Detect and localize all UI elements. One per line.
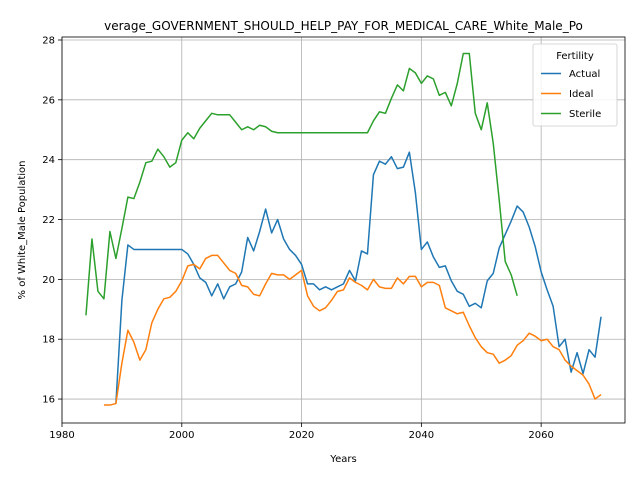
grid xyxy=(61,37,625,423)
chart-title: verage_GOVERNMENT_SHOULD_HELP_PAY_FOR_ME… xyxy=(104,19,583,33)
series-lines xyxy=(85,52,602,406)
ticks: 1980 2000 2020 2040 2060 16 18 20 22 24 26 28 xyxy=(42,35,554,441)
y-tick-label: 18 xyxy=(42,335,55,346)
series-line-ideal xyxy=(103,254,602,406)
plot-frame xyxy=(61,36,626,424)
series-line-sterile xyxy=(85,52,518,316)
x-tick-label: 2040 xyxy=(409,430,434,441)
legend-box xyxy=(532,43,618,127)
y-tick-label: 22 xyxy=(42,215,55,226)
x-axis-label: Years xyxy=(329,454,356,465)
legend-title: Fertility xyxy=(556,51,594,62)
y-tick-label: 24 xyxy=(42,155,55,166)
legend-label-sterile: Sterile xyxy=(569,109,601,120)
legend-entries: Actual Ideal Sterile xyxy=(541,69,601,120)
y-tick-label: 28 xyxy=(42,35,55,46)
x-tick-label: 2060 xyxy=(528,430,553,441)
legend-label-actual: Actual xyxy=(569,69,600,80)
x-tick-label: 2000 xyxy=(169,430,194,441)
y-axis-label: % of White_Male Population xyxy=(17,161,28,300)
y-tick-label: 20 xyxy=(42,275,55,286)
series-line-actual xyxy=(115,151,602,404)
legend: Fertility Actual Ideal Sterile xyxy=(532,43,618,127)
legend-label-ideal: Ideal xyxy=(569,89,593,100)
x-tick-label: 1980 xyxy=(49,430,74,441)
x-tick-label: 2020 xyxy=(289,430,314,441)
y-tick-label: 16 xyxy=(42,395,55,406)
y-tick-label: 26 xyxy=(42,95,55,106)
